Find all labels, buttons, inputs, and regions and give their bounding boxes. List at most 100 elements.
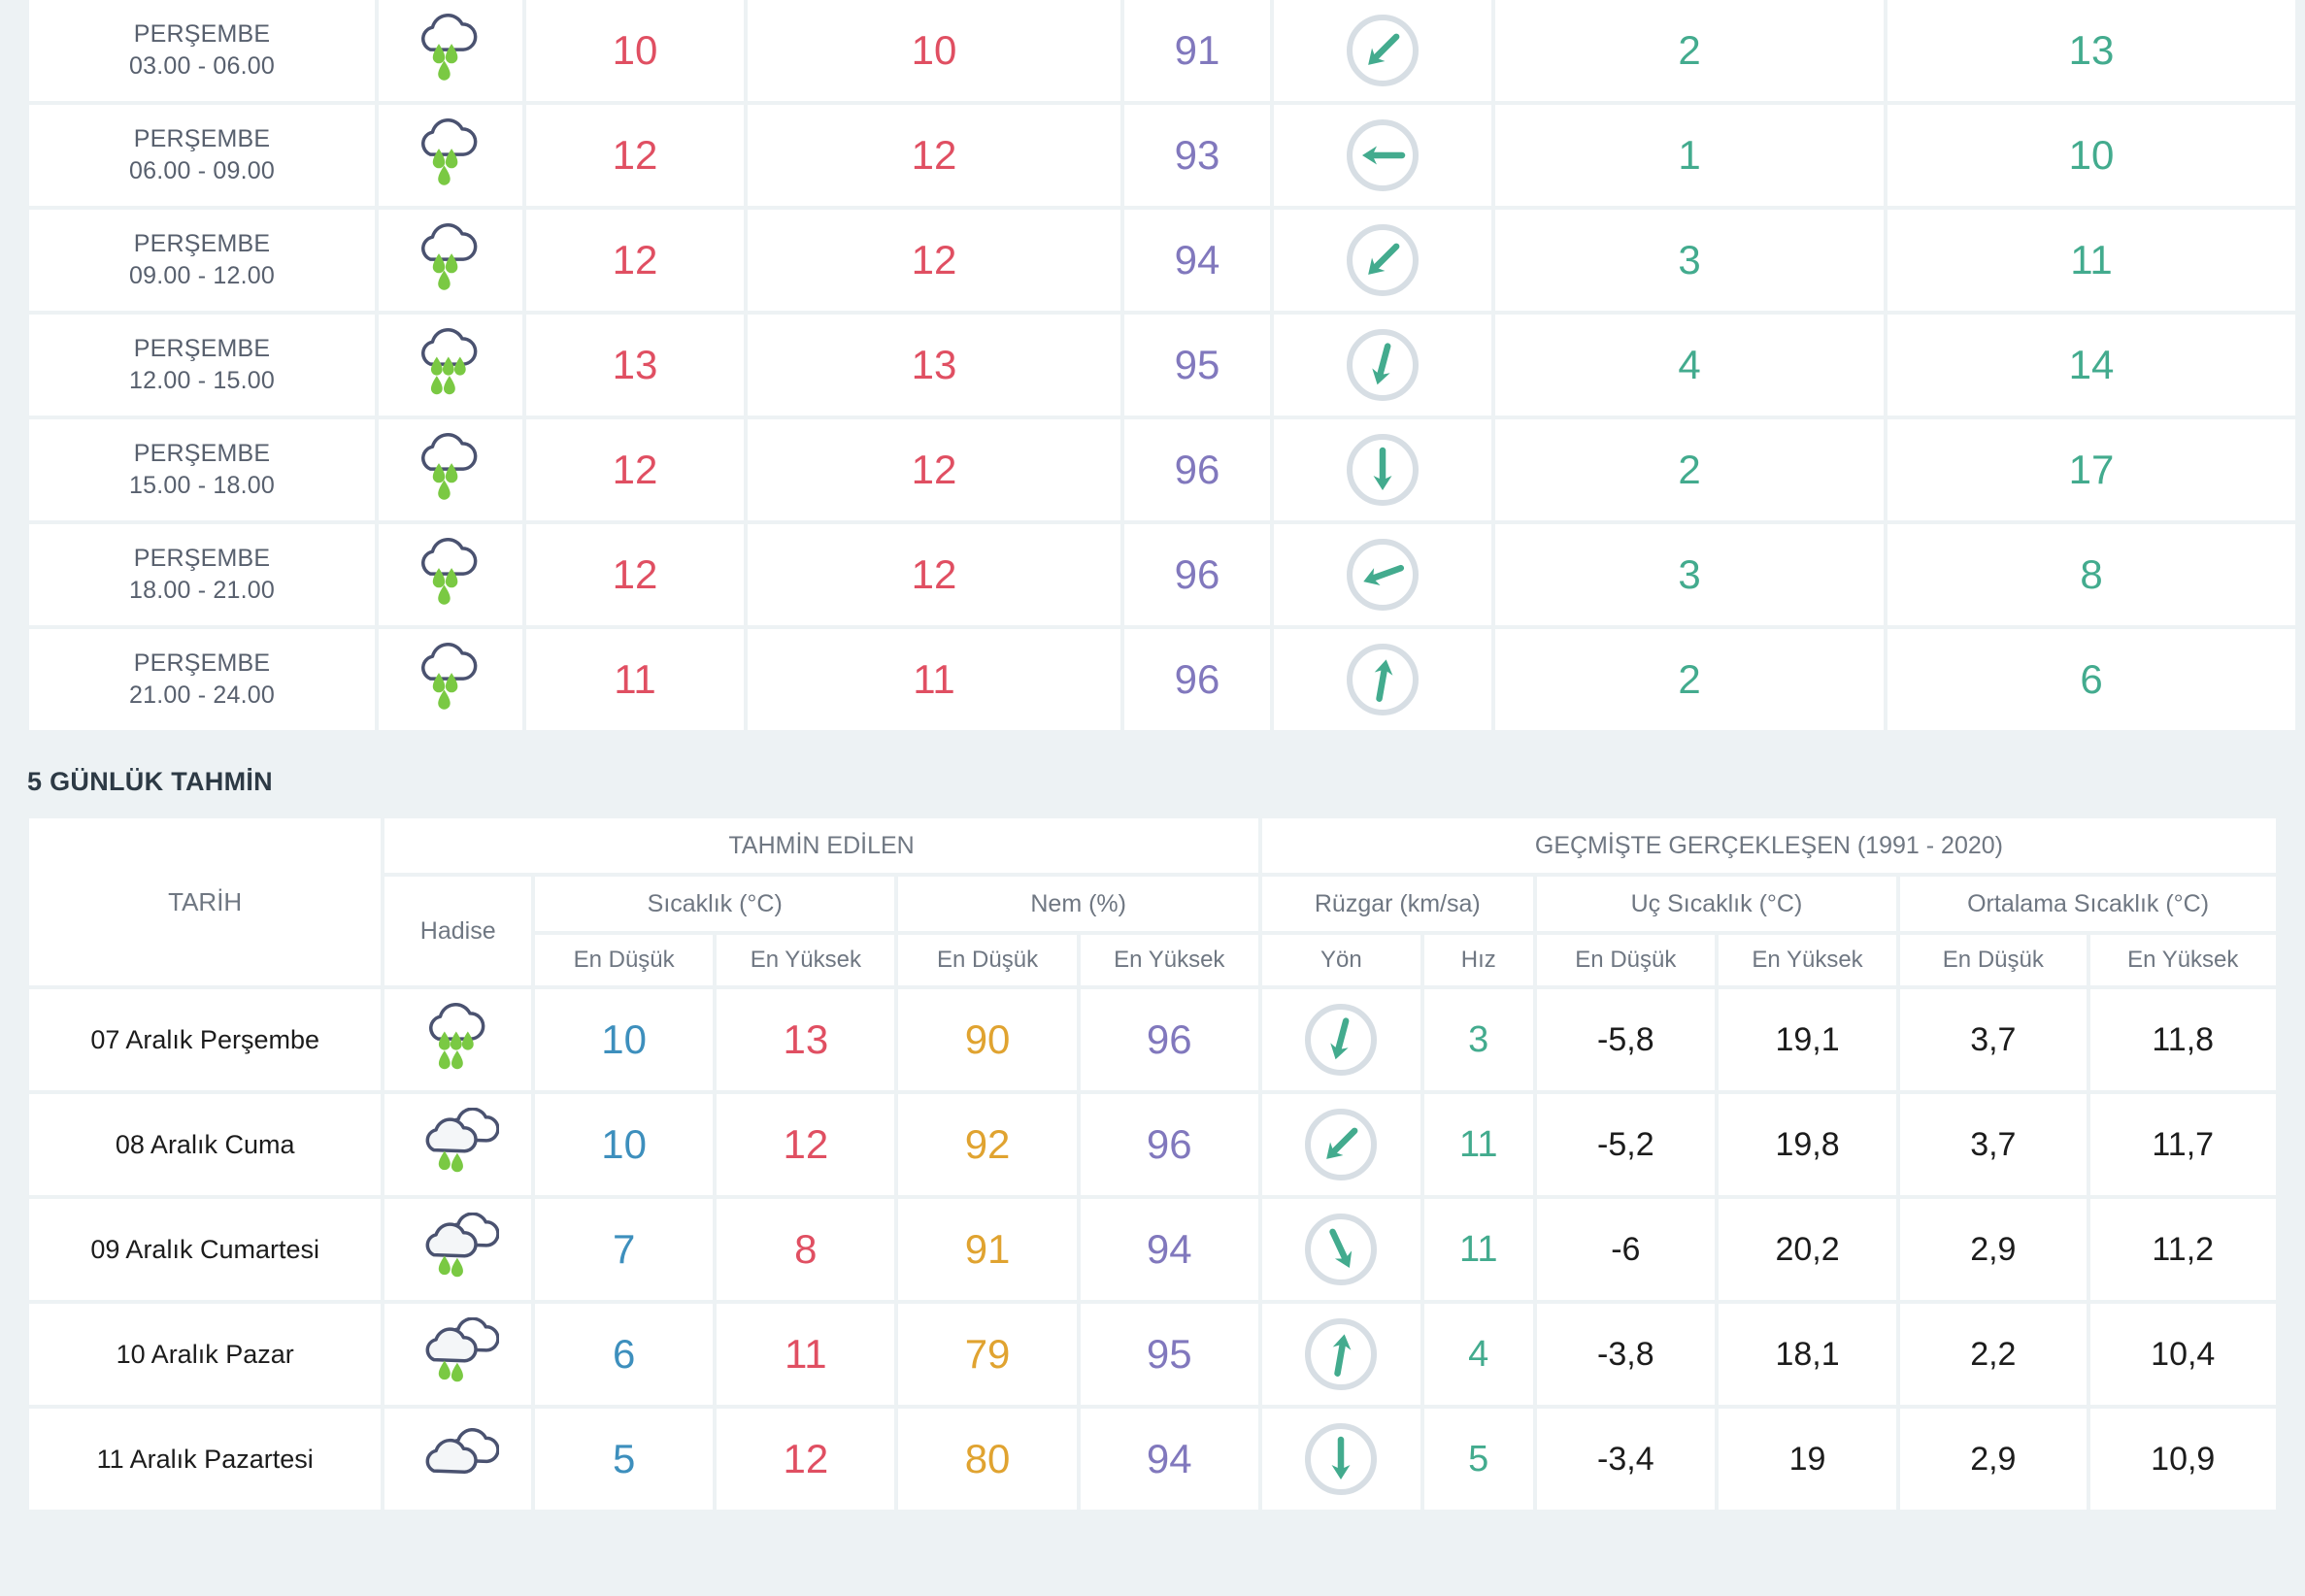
arrow-up-left-icon: [1347, 15, 1419, 86]
hourly-wind-gust-cell: 14: [1887, 315, 2295, 416]
hourly-wind-dir-cell: [1274, 105, 1491, 206]
header-hum-max: En Yüksek: [1080, 935, 1258, 985]
fiveday-hum-max-value: 96: [1146, 1121, 1192, 1167]
fiveday-hist-extreme-max-cell: 18,1: [1718, 1304, 1897, 1405]
five-day-section-title: 5 GÜNLÜK TAHMİN: [27, 767, 273, 796]
fiveday-hist-avg-min-value: 3,7: [1970, 1020, 2017, 1058]
hourly-day-label: PERŞEMBE: [133, 649, 271, 677]
header-tarih: TARİH: [29, 818, 382, 985]
arrow-up-icon: [1305, 1318, 1378, 1390]
fiveday-temp-max-cell: 13: [717, 989, 895, 1090]
fiveday-hist-extreme-min-value: -5,2: [1597, 1125, 1654, 1163]
table-row: PERŞEMBE 03.00 - 06.00 10 10 91 2 13: [29, 0, 2295, 101]
hourly-weather-icon-cell: [379, 0, 522, 101]
fiveday-hum-max-value: 95: [1146, 1331, 1192, 1377]
hourly-feels-value: 12: [911, 237, 957, 283]
rain-shower-icon: [410, 13, 491, 83]
header-temp-max: En Yüksek: [717, 935, 895, 985]
hourly-temp-value: 12: [612, 551, 658, 597]
fiveday-date-cell: 10 Aralık Pazar: [29, 1304, 382, 1405]
fiveday-temp-min-cell: 10: [535, 989, 714, 1090]
fiveday-hum-min-cell: 80: [898, 1409, 1077, 1510]
hourly-wind-gust-value: 14: [2068, 342, 2115, 387]
fiveday-hist-avg-min-cell: 2,9: [1900, 1409, 2087, 1510]
hourly-wind-speed-value: 1: [1678, 132, 1701, 178]
fiveday-date-cell: 09 Aralık Cumartesi: [29, 1199, 382, 1300]
hourly-temp-cell: 11: [526, 629, 744, 730]
header-nem: Nem (%): [898, 877, 1258, 931]
cloudy-icon: [418, 1422, 500, 1492]
fiveday-hist-extreme-min-cell: -5,2: [1536, 1094, 1715, 1195]
hourly-time-label: 18.00 - 21.00: [129, 577, 275, 604]
fiveday-temp-min-value: 5: [612, 1436, 636, 1481]
hourly-temp-cell: 12: [526, 524, 744, 625]
fiveday-hist-avg-max-value: 10,4: [2151, 1335, 2216, 1373]
table-row: 09 Aralık Cumartesi 7 8 91 94 11 -6 20,2 2,9 11,2: [29, 1199, 2276, 1300]
hourly-weather-icon-cell: [379, 105, 522, 206]
hourly-wind-speed-cell: 2: [1495, 0, 1884, 101]
hourly-wind-speed-value: 4: [1678, 342, 1701, 387]
fiveday-hist-extreme-min-cell: -3,8: [1536, 1304, 1715, 1405]
header-hist-avg-max: En Yüksek: [2089, 935, 2276, 985]
fiveday-hum-min-cell: 91: [898, 1199, 1077, 1300]
hourly-wind-speed-value: 2: [1678, 27, 1701, 73]
fiveday-wind-dir-cell: [1261, 1199, 1420, 1300]
fiveday-hist-extreme-max-value: 19: [1788, 1440, 1826, 1478]
header-wind-speed: Hız: [1423, 935, 1533, 985]
header-wind-dir: Yön: [1261, 935, 1420, 985]
hourly-humidity-value: 95: [1174, 342, 1220, 387]
rain-shower-icon: [410, 222, 491, 293]
hourly-wind-gust-value: 13: [2068, 27, 2115, 73]
fiveday-hum-max-value: 94: [1146, 1436, 1192, 1481]
hourly-temp-value: 10: [612, 27, 658, 73]
rain-cloud-icon: [418, 1106, 500, 1178]
header-row-groups: TARİH TAHMİN EDİLEN GEÇMİŞTE GERÇEKLEŞEN…: [29, 818, 2276, 985]
hourly-humidity-cell: 93: [1124, 105, 1270, 206]
hourly-feels-value: 12: [911, 551, 957, 597]
fiveday-hum-min-value: 91: [964, 1226, 1011, 1272]
fiveday-wind-speed-value: 11: [1459, 1228, 1498, 1270]
fiveday-wind-speed-value: 3: [1468, 1018, 1489, 1060]
table-row: PERŞEMBE 12.00 - 15.00 13 13 95 4 14: [29, 315, 2295, 416]
fiveday-hum-min-value: 90: [964, 1016, 1011, 1062]
fiveday-hist-avg-max-cell: 11,8: [2089, 989, 2276, 1090]
fiveday-weather-icon-cell: [384, 1199, 532, 1300]
hourly-day-cell: PERŞEMBE 03.00 - 06.00: [29, 0, 375, 101]
hourly-day-cell: PERŞEMBE 21.00 - 24.00: [29, 629, 375, 730]
header-temp-min: En Düşük: [535, 935, 714, 985]
rain-shower-icon: [410, 117, 491, 188]
fiveday-date-label: 08 Aralık Cuma: [115, 1129, 295, 1159]
fiveday-hist-extreme-min-cell: -6: [1536, 1199, 1715, 1300]
fiveday-temp-max-cell: 11: [717, 1304, 895, 1405]
hourly-humidity-value: 96: [1174, 656, 1220, 702]
header-uc-sicaklik: Uç Sıcaklık (°C): [1536, 877, 1897, 931]
fiveday-temp-min-value: 7: [612, 1226, 636, 1272]
fiveday-hist-extreme-max-cell: 19,8: [1718, 1094, 1897, 1195]
arrow-down-icon: [1347, 329, 1419, 401]
fiveday-wind-speed-cell: 5: [1423, 1409, 1533, 1510]
fiveday-temp-max-cell: 12: [717, 1094, 895, 1195]
fiveday-hum-max-value: 96: [1146, 1016, 1192, 1062]
table-row: PERŞEMBE 09.00 - 12.00 12 12 94 3 11: [29, 210, 2295, 311]
hourly-day-label: PERŞEMBE: [133, 440, 271, 467]
fiveday-weather-icon-cell: [384, 1304, 532, 1405]
fiveday-hist-avg-max-value: 11,8: [2152, 1020, 2215, 1058]
fiveday-weather-icon-cell: [384, 1409, 532, 1510]
hourly-feels-cell: 13: [748, 315, 1120, 416]
hourly-day-label: PERŞEMBE: [133, 125, 271, 152]
fiveday-hum-min-value: 92: [964, 1121, 1011, 1167]
fiveday-hist-avg-min-cell: 2,9: [1900, 1199, 2087, 1300]
hourly-day-label: PERŞEMBE: [133, 335, 271, 362]
hourly-wind-speed-cell: 2: [1495, 419, 1884, 520]
hourly-wind-gust-value: 10: [2068, 132, 2115, 178]
fiveday-date-label: 07 Aralık Perşembe: [90, 1024, 319, 1054]
five-day-forecast-table: TARİH TAHMİN EDİLEN GEÇMİŞTE GERÇEKLEŞEN…: [25, 815, 2280, 1513]
hourly-time-label: 03.00 - 06.00: [129, 52, 275, 80]
hourly-time-label: 21.00 - 24.00: [129, 682, 275, 709]
hourly-humidity-cell: 94: [1124, 210, 1270, 311]
hourly-time-label: 06.00 - 09.00: [129, 157, 275, 184]
hourly-feels-cell: 11: [748, 629, 1120, 730]
table-row: PERŞEMBE 06.00 - 09.00 12 12 93 1 10: [29, 105, 2295, 206]
fiveday-hum-min-cell: 90: [898, 989, 1077, 1090]
hourly-temp-value: 12: [612, 447, 658, 492]
